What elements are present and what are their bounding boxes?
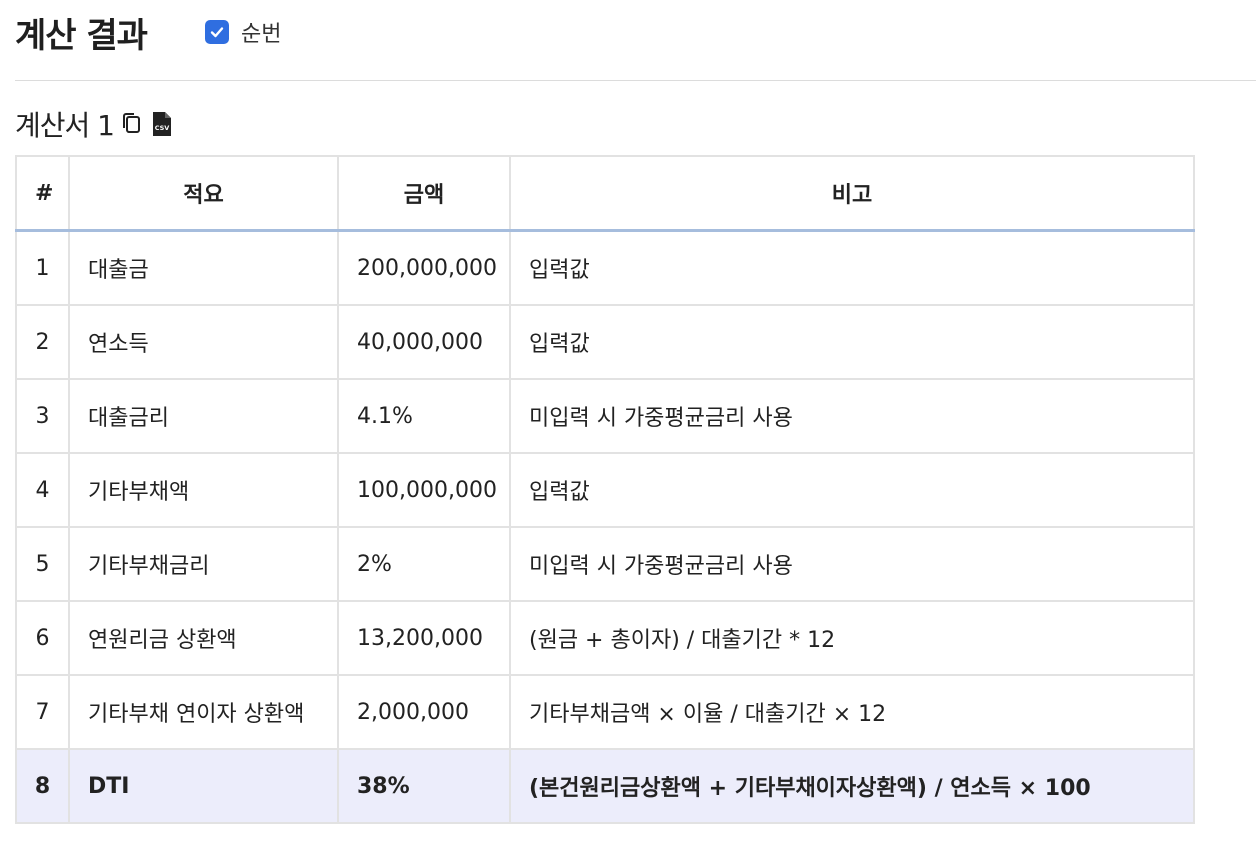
row-amount: 200,000,000 (337, 229, 511, 306)
row-item: 기타부채금리 (68, 526, 339, 602)
row-amount: 2,000,000 (337, 674, 511, 750)
row-item: 기타부채액 (68, 452, 339, 528)
row-number: 5 (15, 526, 70, 602)
statement-title: 계산서 1 (15, 109, 115, 142)
row-amount: 4.1% (337, 378, 511, 454)
row-amount: 40,000,000 (337, 304, 511, 380)
statement-heading: 계산서 1 CSV (15, 104, 172, 144)
table-row-total: 8 DTI 38% (본건원리금상환액 + 기타부채이자상환액) / 연소득 ×… (15, 748, 1195, 824)
column-header-note: 비고 (509, 155, 1195, 232)
copy-icon (123, 113, 140, 133)
row-note: (본건원리금상환액 + 기타부채이자상환액) / 연소득 × 100 (509, 748, 1195, 824)
row-amount: 38% (337, 748, 511, 824)
row-number: 4 (15, 452, 70, 528)
row-number: 2 (15, 304, 70, 380)
row-item: DTI (68, 748, 339, 824)
row-number: 8 (15, 748, 70, 824)
sequence-number-checkbox[interactable] (205, 20, 229, 44)
column-header-number: # (15, 155, 70, 232)
check-icon (210, 27, 224, 38)
row-note: 입력값 (509, 452, 1195, 528)
row-note: (원금 + 총이자) / 대출기간 * 12 (509, 600, 1195, 676)
page-header: 계산 결과 순번 (15, 0, 1256, 81)
svg-text:CSV: CSV (155, 124, 170, 132)
row-amount: 100,000,000 (337, 452, 511, 528)
table-row: 4 기타부채액 100,000,000 입력값 (15, 452, 1195, 528)
csv-download-button[interactable]: CSV (152, 111, 172, 137)
sequence-number-label: 순번 (241, 22, 282, 47)
row-number: 6 (15, 600, 70, 676)
row-amount: 13,200,000 (337, 600, 511, 676)
row-note: 미입력 시 가중평균금리 사용 (509, 378, 1195, 454)
row-note: 미입력 시 가중평균금리 사용 (509, 526, 1195, 602)
row-note: 기타부채금액 × 이율 / 대출기간 × 12 (509, 674, 1195, 750)
page-title: 계산 결과 (15, 16, 148, 56)
row-note: 입력값 (509, 229, 1195, 306)
row-item: 대출금리 (68, 378, 339, 454)
row-item: 대출금 (68, 229, 339, 306)
table-row: 3 대출금리 4.1% 미입력 시 가중평균금리 사용 (15, 378, 1195, 454)
table-header-row: # 적요 금액 비고 (15, 155, 1195, 232)
sequence-number-toggle[interactable]: 순번 (205, 16, 281, 48)
column-header-item: 적요 (68, 155, 339, 232)
table-row: 2 연소득 40,000,000 입력값 (15, 304, 1195, 380)
table-row: 7 기타부채 연이자 상환액 2,000,000 기타부채금액 × 이율 / 대… (15, 674, 1195, 750)
copy-button[interactable] (120, 111, 144, 137)
row-item: 기타부채 연이자 상환액 (68, 674, 339, 750)
row-number: 3 (15, 378, 70, 454)
column-header-amount: 금액 (337, 155, 511, 232)
row-number: 7 (15, 674, 70, 750)
table-row: 5 기타부채금리 2% 미입력 시 가중평균금리 사용 (15, 526, 1195, 602)
calculation-table: # 적요 금액 비고 1 대출금 200,000,000 입력값 2 연소득 4… (15, 155, 1195, 824)
row-item: 연원리금 상환액 (68, 600, 339, 676)
csv-file-icon: CSV (153, 112, 171, 136)
table-row: 6 연원리금 상환액 13,200,000 (원금 + 총이자) / 대출기간 … (15, 600, 1195, 676)
row-number: 1 (15, 229, 70, 306)
row-amount: 2% (337, 526, 511, 602)
row-note: 입력값 (509, 304, 1195, 380)
table-row: 1 대출금 200,000,000 입력값 (15, 229, 1195, 306)
row-item: 연소득 (68, 304, 339, 380)
